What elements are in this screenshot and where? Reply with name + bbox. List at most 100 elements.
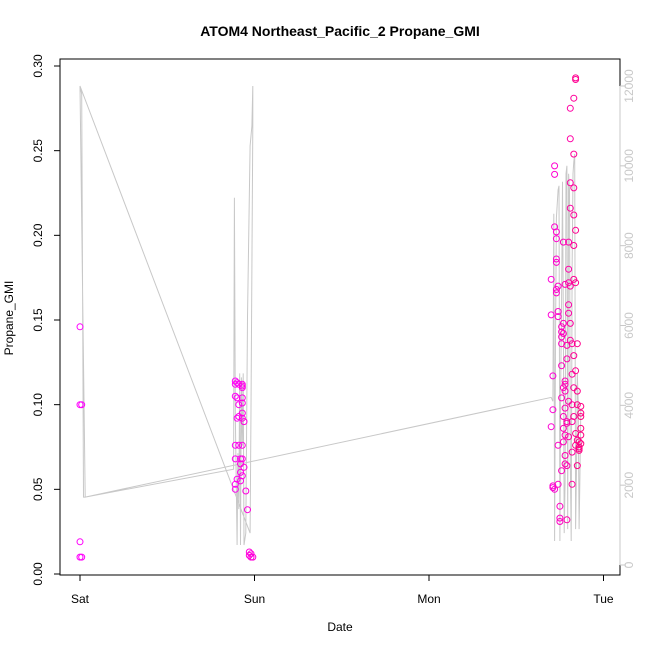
data-point — [244, 506, 251, 514]
data-point — [238, 441, 246, 449]
data-point — [238, 384, 246, 392]
y-tick-label: 0.10 — [31, 393, 45, 417]
data-point — [568, 448, 576, 456]
y-axis-label: Propane_GMI — [2, 281, 16, 356]
data-point — [570, 211, 578, 219]
data-point — [552, 289, 560, 297]
data-point — [565, 433, 573, 441]
data-point — [247, 550, 255, 558]
data-point — [573, 340, 581, 348]
y-tick-label: 0.05 — [31, 477, 45, 501]
data-point — [570, 150, 578, 158]
data-point — [240, 463, 248, 471]
data-point — [558, 323, 566, 331]
chart-title: ATOM4 Northeast_Pacific_2 Propane_GMI — [200, 23, 480, 39]
y2-tick-label: 6000 — [622, 312, 636, 339]
data-point — [240, 418, 248, 426]
data-point — [554, 441, 562, 449]
data-point — [547, 311, 555, 319]
data-point — [558, 467, 566, 475]
data-point — [552, 228, 560, 236]
data-point — [237, 468, 244, 476]
data-point — [568, 480, 576, 488]
y2-axis: 0 2000 4000 6000 8000 10000 12000 — [619, 69, 636, 568]
data-point — [547, 423, 555, 431]
y-tick-label: 0.20 — [31, 223, 45, 247]
x-tick-label: Sat — [71, 592, 90, 606]
data-point — [549, 372, 557, 380]
y2-tick-label: 0 — [622, 561, 636, 568]
data-point — [559, 238, 567, 246]
data-point — [552, 235, 560, 243]
x-axis-label: Date — [327, 620, 353, 634]
altitude-layer — [79, 85, 582, 546]
data-point — [556, 502, 564, 510]
data-point — [570, 352, 578, 360]
data-point — [575, 446, 583, 454]
data-point — [558, 362, 566, 370]
data-point — [559, 330, 567, 337]
y2-tick-label: 8000 — [622, 232, 636, 259]
data-point — [238, 394, 246, 402]
x-tick-label: Sun — [244, 592, 265, 606]
data-point — [78, 401, 86, 409]
data-point — [559, 319, 567, 327]
data-point — [233, 414, 241, 422]
data-point — [231, 441, 239, 449]
data-point — [566, 282, 574, 290]
data-point — [572, 74, 580, 82]
data-point — [565, 279, 573, 287]
data-point — [558, 328, 566, 336]
data-point — [559, 413, 567, 420]
data-point — [556, 514, 564, 522]
data-point — [551, 170, 559, 178]
data-point — [552, 258, 560, 266]
data-point — [577, 431, 585, 439]
data-point — [566, 104, 574, 112]
data-point — [577, 402, 585, 410]
data-point — [249, 553, 257, 561]
data-point — [561, 380, 569, 388]
data-point — [561, 460, 569, 468]
data-point — [566, 135, 574, 143]
data-point — [238, 414, 246, 422]
data-point — [573, 401, 581, 409]
data-point — [558, 394, 566, 402]
data-point — [245, 551, 253, 559]
x-tick-label: Mon — [417, 592, 440, 606]
data-point — [558, 333, 566, 341]
data-point — [559, 424, 567, 432]
data-point — [554, 480, 562, 488]
data-point — [554, 313, 562, 321]
x-axis: Sat Sun Mon Tue — [71, 574, 614, 606]
data-point — [568, 340, 576, 348]
data-point — [549, 406, 557, 414]
y2-tick-label: 2000 — [622, 472, 636, 499]
data-point — [551, 162, 559, 170]
data-point — [238, 399, 246, 407]
data-point — [561, 431, 569, 439]
data-point — [570, 413, 578, 420]
data-point — [242, 487, 250, 495]
data-point — [76, 538, 84, 546]
data-point — [549, 484, 557, 492]
data-point — [565, 265, 573, 273]
data-point — [577, 440, 585, 448]
data-point — [570, 184, 578, 192]
data-point — [573, 462, 581, 470]
data-point — [561, 387, 569, 395]
data-point — [577, 424, 585, 432]
data-point — [573, 387, 581, 395]
data-point — [577, 413, 585, 420]
data-point — [554, 308, 562, 315]
data-point — [572, 279, 580, 287]
data-point — [563, 462, 571, 470]
data-point — [556, 518, 564, 525]
data-point — [554, 282, 562, 290]
data-point — [566, 319, 574, 327]
data-point — [231, 480, 239, 488]
data-point — [233, 394, 241, 402]
y2-tick-label: 12000 — [622, 69, 636, 103]
data-point — [566, 336, 574, 344]
